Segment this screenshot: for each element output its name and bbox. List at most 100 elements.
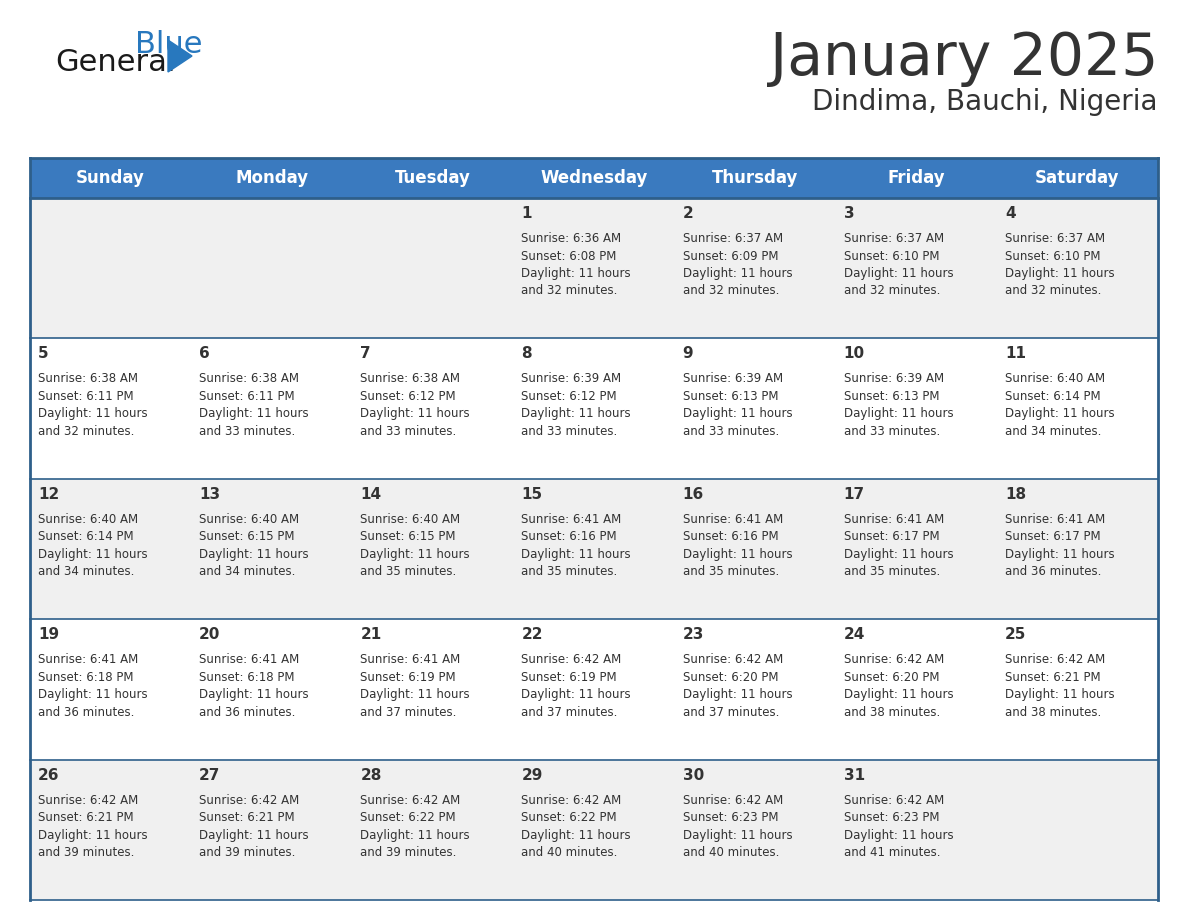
Text: and 33 minutes.: and 33 minutes.	[843, 425, 940, 438]
Text: and 33 minutes.: and 33 minutes.	[683, 425, 779, 438]
Text: Sunrise: 6:42 AM: Sunrise: 6:42 AM	[843, 654, 944, 666]
Text: Sunrise: 6:41 AM: Sunrise: 6:41 AM	[522, 513, 621, 526]
Text: Sunrise: 6:39 AM: Sunrise: 6:39 AM	[683, 373, 783, 386]
Text: Sunset: 6:20 PM: Sunset: 6:20 PM	[843, 671, 940, 684]
Text: Sunrise: 6:42 AM: Sunrise: 6:42 AM	[522, 654, 621, 666]
Text: Sunset: 6:14 PM: Sunset: 6:14 PM	[38, 531, 133, 543]
Text: Daylight: 11 hours: Daylight: 11 hours	[843, 408, 953, 420]
Text: Sunset: 6:17 PM: Sunset: 6:17 PM	[843, 531, 940, 543]
Text: and 35 minutes.: and 35 minutes.	[522, 565, 618, 578]
Text: and 34 minutes.: and 34 minutes.	[38, 565, 134, 578]
Text: Sunrise: 6:40 AM: Sunrise: 6:40 AM	[1005, 373, 1105, 386]
Text: Sunset: 6:16 PM: Sunset: 6:16 PM	[522, 531, 617, 543]
Text: and 36 minutes.: and 36 minutes.	[1005, 565, 1101, 578]
Text: Sunrise: 6:41 AM: Sunrise: 6:41 AM	[843, 513, 944, 526]
Text: Sunrise: 6:42 AM: Sunrise: 6:42 AM	[1005, 654, 1105, 666]
Text: 2: 2	[683, 206, 694, 221]
Text: Sunset: 6:15 PM: Sunset: 6:15 PM	[200, 531, 295, 543]
Text: 21: 21	[360, 627, 381, 643]
Bar	[30, 158, 1158, 198]
Text: Sunset: 6:21 PM: Sunset: 6:21 PM	[200, 812, 295, 824]
Text: Sunset: 6:20 PM: Sunset: 6:20 PM	[683, 671, 778, 684]
Text: Daylight: 11 hours: Daylight: 11 hours	[1005, 548, 1114, 561]
Text: Sunrise: 6:42 AM: Sunrise: 6:42 AM	[360, 793, 461, 807]
Text: Tuesday: Tuesday	[394, 169, 470, 187]
Text: Friday: Friday	[887, 169, 946, 187]
Bar	[30, 479, 1158, 620]
Text: Sunrise: 6:42 AM: Sunrise: 6:42 AM	[683, 793, 783, 807]
Text: Daylight: 11 hours: Daylight: 11 hours	[1005, 408, 1114, 420]
Text: Sunset: 6:21 PM: Sunset: 6:21 PM	[1005, 671, 1100, 684]
Text: Daylight: 11 hours: Daylight: 11 hours	[522, 688, 631, 701]
Text: and 36 minutes.: and 36 minutes.	[38, 706, 134, 719]
Text: Sunset: 6:15 PM: Sunset: 6:15 PM	[360, 531, 456, 543]
Text: 11: 11	[1005, 346, 1026, 362]
Text: Daylight: 11 hours: Daylight: 11 hours	[38, 829, 147, 842]
Text: Sunset: 6:23 PM: Sunset: 6:23 PM	[843, 812, 940, 824]
Text: Sunset: 6:12 PM: Sunset: 6:12 PM	[360, 390, 456, 403]
Text: Daylight: 11 hours: Daylight: 11 hours	[683, 548, 792, 561]
Text: Daylight: 11 hours: Daylight: 11 hours	[38, 688, 147, 701]
Text: Dindima, Bauchi, Nigeria: Dindima, Bauchi, Nigeria	[813, 88, 1158, 116]
Text: and 32 minutes.: and 32 minutes.	[683, 285, 779, 297]
Text: 25: 25	[1005, 627, 1026, 643]
Text: 8: 8	[522, 346, 532, 362]
Text: and 34 minutes.: and 34 minutes.	[200, 565, 296, 578]
Text: Sunrise: 6:39 AM: Sunrise: 6:39 AM	[843, 373, 943, 386]
Text: Sunset: 6:08 PM: Sunset: 6:08 PM	[522, 250, 617, 263]
Text: 3: 3	[843, 206, 854, 221]
Text: 7: 7	[360, 346, 371, 362]
Text: Blue: Blue	[135, 30, 202, 59]
Text: January 2025: January 2025	[770, 30, 1158, 87]
Text: 18: 18	[1005, 487, 1026, 502]
Text: and 32 minutes.: and 32 minutes.	[1005, 285, 1101, 297]
Text: Daylight: 11 hours: Daylight: 11 hours	[522, 829, 631, 842]
Text: 20: 20	[200, 627, 221, 643]
Text: and 39 minutes.: and 39 minutes.	[360, 846, 456, 859]
Text: Sunrise: 6:41 AM: Sunrise: 6:41 AM	[683, 513, 783, 526]
Text: 12: 12	[38, 487, 59, 502]
Text: Sunset: 6:10 PM: Sunset: 6:10 PM	[843, 250, 940, 263]
Text: and 35 minutes.: and 35 minutes.	[683, 565, 779, 578]
Text: Daylight: 11 hours: Daylight: 11 hours	[360, 408, 470, 420]
Text: and 38 minutes.: and 38 minutes.	[843, 706, 940, 719]
Text: Saturday: Saturday	[1035, 169, 1119, 187]
Text: Daylight: 11 hours: Daylight: 11 hours	[843, 267, 953, 280]
Text: 1: 1	[522, 206, 532, 221]
Text: and 33 minutes.: and 33 minutes.	[360, 425, 456, 438]
Text: Daylight: 11 hours: Daylight: 11 hours	[522, 408, 631, 420]
Text: 15: 15	[522, 487, 543, 502]
Text: Daylight: 11 hours: Daylight: 11 hours	[843, 688, 953, 701]
Text: Sunset: 6:10 PM: Sunset: 6:10 PM	[1005, 250, 1100, 263]
Bar	[30, 198, 1158, 339]
Text: and 32 minutes.: and 32 minutes.	[843, 285, 940, 297]
Text: 30: 30	[683, 767, 703, 783]
Text: Daylight: 11 hours: Daylight: 11 hours	[360, 829, 470, 842]
Text: Monday: Monday	[235, 169, 308, 187]
Text: Daylight: 11 hours: Daylight: 11 hours	[1005, 688, 1114, 701]
Text: Daylight: 11 hours: Daylight: 11 hours	[843, 829, 953, 842]
Text: Sunset: 6:16 PM: Sunset: 6:16 PM	[683, 531, 778, 543]
Text: Sunset: 6:11 PM: Sunset: 6:11 PM	[38, 390, 133, 403]
Text: and 33 minutes.: and 33 minutes.	[200, 425, 296, 438]
Text: 23: 23	[683, 627, 704, 643]
Text: Daylight: 11 hours: Daylight: 11 hours	[200, 408, 309, 420]
Text: 17: 17	[843, 487, 865, 502]
Text: Sunrise: 6:42 AM: Sunrise: 6:42 AM	[683, 654, 783, 666]
Text: and 41 minutes.: and 41 minutes.	[843, 846, 940, 859]
Text: Sunset: 6:09 PM: Sunset: 6:09 PM	[683, 250, 778, 263]
Bar	[30, 759, 1158, 900]
Text: Sunset: 6:18 PM: Sunset: 6:18 PM	[38, 671, 133, 684]
Text: Sunrise: 6:37 AM: Sunrise: 6:37 AM	[1005, 232, 1105, 245]
Text: Sunset: 6:22 PM: Sunset: 6:22 PM	[360, 812, 456, 824]
Text: Sunset: 6:17 PM: Sunset: 6:17 PM	[1005, 531, 1100, 543]
Text: Sunrise: 6:36 AM: Sunrise: 6:36 AM	[522, 232, 621, 245]
Text: 16: 16	[683, 487, 703, 502]
Text: Daylight: 11 hours: Daylight: 11 hours	[200, 548, 309, 561]
Text: Daylight: 11 hours: Daylight: 11 hours	[843, 548, 953, 561]
Text: Sunrise: 6:42 AM: Sunrise: 6:42 AM	[843, 793, 944, 807]
Text: Sunrise: 6:38 AM: Sunrise: 6:38 AM	[38, 373, 138, 386]
Text: Daylight: 11 hours: Daylight: 11 hours	[200, 688, 309, 701]
Text: 27: 27	[200, 767, 221, 783]
Text: Daylight: 11 hours: Daylight: 11 hours	[38, 408, 147, 420]
